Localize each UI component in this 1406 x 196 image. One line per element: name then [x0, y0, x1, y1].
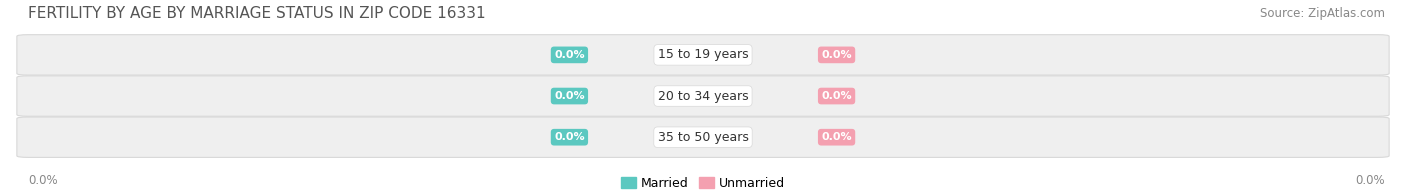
Text: 0.0%: 0.0%: [821, 132, 852, 142]
FancyBboxPatch shape: [17, 117, 1389, 157]
Text: 0.0%: 0.0%: [554, 132, 585, 142]
Text: 0.0%: 0.0%: [554, 50, 585, 60]
Text: 0.0%: 0.0%: [28, 174, 58, 187]
Text: 0.0%: 0.0%: [821, 91, 852, 101]
Text: 0.0%: 0.0%: [1355, 174, 1385, 187]
Legend: Married, Unmarried: Married, Unmarried: [621, 177, 785, 190]
Text: 0.0%: 0.0%: [821, 50, 852, 60]
Text: FERTILITY BY AGE BY MARRIAGE STATUS IN ZIP CODE 16331: FERTILITY BY AGE BY MARRIAGE STATUS IN Z…: [28, 6, 485, 21]
Text: 15 to 19 years: 15 to 19 years: [658, 48, 748, 61]
FancyBboxPatch shape: [17, 35, 1389, 75]
Text: 20 to 34 years: 20 to 34 years: [658, 90, 748, 103]
Text: Source: ZipAtlas.com: Source: ZipAtlas.com: [1260, 7, 1385, 20]
FancyBboxPatch shape: [17, 76, 1389, 116]
Text: 35 to 50 years: 35 to 50 years: [658, 131, 748, 144]
Text: 0.0%: 0.0%: [554, 91, 585, 101]
